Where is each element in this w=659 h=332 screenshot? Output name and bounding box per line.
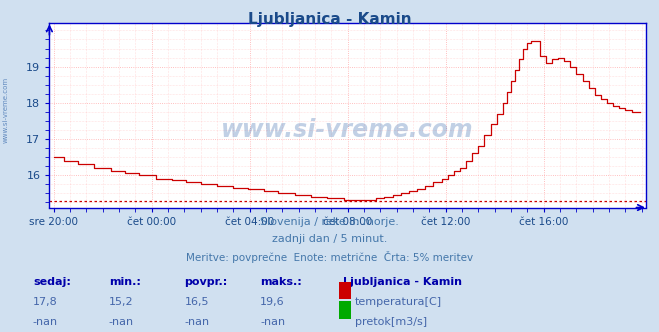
Text: www.si-vreme.com: www.si-vreme.com bbox=[2, 76, 9, 143]
Text: maks.:: maks.: bbox=[260, 277, 302, 287]
Text: Slovenija / reke in morje.: Slovenija / reke in morje. bbox=[260, 217, 399, 227]
Text: -nan: -nan bbox=[185, 317, 210, 327]
Text: sedaj:: sedaj: bbox=[33, 277, 71, 287]
Text: 19,6: 19,6 bbox=[260, 297, 285, 307]
Text: Ljubljanica - Kamin: Ljubljanica - Kamin bbox=[248, 12, 411, 27]
Text: zadnji dan / 5 minut.: zadnji dan / 5 minut. bbox=[272, 234, 387, 244]
Text: pretok[m3/s]: pretok[m3/s] bbox=[355, 317, 426, 327]
Text: 16,5: 16,5 bbox=[185, 297, 209, 307]
Text: Meritve: povprečne  Enote: metrične  Črta: 5% meritev: Meritve: povprečne Enote: metrične Črta:… bbox=[186, 251, 473, 263]
Text: -nan: -nan bbox=[109, 317, 134, 327]
Text: -nan: -nan bbox=[260, 317, 285, 327]
Text: temperatura[C]: temperatura[C] bbox=[355, 297, 442, 307]
Text: www.si-vreme.com: www.si-vreme.com bbox=[221, 118, 474, 142]
Text: povpr.:: povpr.: bbox=[185, 277, 228, 287]
Text: 17,8: 17,8 bbox=[33, 297, 58, 307]
Text: min.:: min.: bbox=[109, 277, 140, 287]
Text: -nan: -nan bbox=[33, 317, 58, 327]
Text: Ljubljanica - Kamin: Ljubljanica - Kamin bbox=[343, 277, 462, 287]
Text: 15,2: 15,2 bbox=[109, 297, 133, 307]
